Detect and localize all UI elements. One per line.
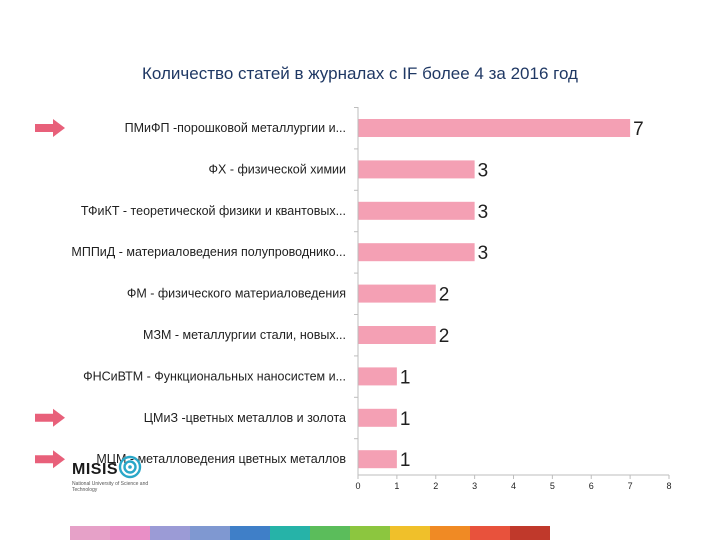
bar [358,408,397,427]
bar [358,326,436,344]
x-tick-label: 2 [433,481,438,491]
category-label: ФХ - физической химии [209,162,346,176]
value-labels: 7 3 3 3 2 2 1 1 1 [400,119,644,471]
x-tick-label: 5 [550,481,555,491]
category-label: МЗМ - металлургии стали, новых... [143,328,346,342]
data-label: 1 [400,367,411,388]
highlight-arrow-icon [35,408,65,427]
bar [358,201,475,220]
bar [358,367,397,386]
footer-color-strip [70,526,550,540]
chart-title: Количество статей в журналах с IF более … [142,64,578,83]
logo-subtitle: National University of Science and Techn… [72,481,149,493]
x-tick-label: 7 [628,481,633,491]
footer-strip-segment [430,526,470,540]
x-tick-label: 8 [666,481,671,491]
bar [358,243,475,262]
category-label: ФНСиВТМ - Функциональных наносистем и... [83,369,346,383]
category-label: МЦМ - металловедения цветных металлов [96,452,346,466]
data-label: 3 [478,160,489,181]
category-label: ЦМиЗ -цветных металлов и золота [144,411,346,425]
footer-strip-segment [310,526,350,540]
footer-strip-segment [350,526,390,540]
bar [358,450,397,469]
logo-text: MISIS [72,461,119,478]
value-axis: 0 1 2 3 4 5 6 7 8 [354,107,672,491]
footer-strip-segment [70,526,110,540]
bar [358,119,631,137]
data-label: 1 [400,409,411,430]
highlight-arrow-icon [35,450,65,469]
data-label: 3 [478,243,489,264]
arrow-markers [35,119,65,469]
footer-strip-segment [470,526,510,540]
bars [358,119,631,469]
category-label: ПМиФП -порошковой металлургии и... [125,121,346,135]
misis-logo: MISIS National University of Science and… [72,455,192,505]
bar [358,284,436,303]
logo-mark-icon [118,455,142,479]
x-tick-label: 4 [511,481,516,491]
footer-strip-segment [150,526,190,540]
footer-strip-segment [510,526,550,540]
data-label: 3 [478,202,489,223]
x-tick-label: 1 [394,481,399,491]
category-label: ТФиКТ - теоретической физики и квантовых… [81,204,346,218]
footer-strip-segment [270,526,310,540]
data-label: 1 [400,450,411,471]
footer-strip-segment [110,526,150,540]
category-label: ФМ - физического материаловедения [127,287,346,301]
data-label: 2 [439,285,450,306]
category-labels: ПМиФП -порошковой металлургии и... ФХ - ф… [71,121,346,466]
data-label: 7 [633,119,644,140]
x-tick-label: 6 [589,481,594,491]
highlight-arrow-icon [35,119,65,137]
data-label: 2 [439,326,450,347]
category-label: МППиД - материаловедения полупроводнико.… [71,245,346,259]
bar [358,160,475,179]
x-tick-label: 3 [472,481,477,491]
footer-strip-segment [190,526,230,540]
footer-strip-segment [230,526,270,540]
x-tick-label: 0 [355,481,360,491]
footer-strip-segment [390,526,430,540]
